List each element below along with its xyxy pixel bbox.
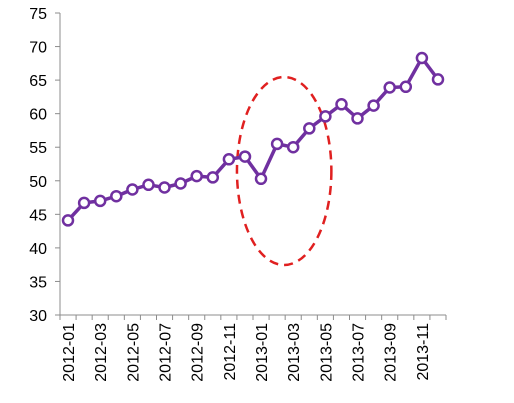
data-point-2013-03 [286,140,300,154]
x-tick-label: 2013-05 [318,323,335,382]
x-tick-label: 2012-01 [61,323,78,382]
y-tick-label: 65 [29,73,47,90]
data-point-2013-06 [335,98,348,111]
data-point-2013-08 [367,99,380,112]
data-point-2013-12 [431,73,445,86]
data-point-2013-07 [351,112,364,125]
y-tick-label: 60 [29,107,47,124]
data-point-2012-10 [206,171,220,184]
x-tick-label: 2012-05 [125,323,142,382]
dashed-ellipse-annotation [235,75,333,267]
data-point-2012-03 [93,194,107,208]
data-point-2012-11 [222,153,236,166]
y-tick-label: 75 [29,6,47,23]
data-point-2012-04 [110,189,123,203]
data-point-2012-05 [126,183,139,196]
x-tick-label: 2013-01 [254,323,271,382]
y-tick-label: 35 [29,274,47,291]
data-point-2012-07 [158,181,171,194]
data-point-2013-02 [270,137,284,151]
x-tick-label: 2012-11 [222,323,239,381]
y-axis-ticks: 30 35 40 45 50 55 60 65 70 75 [29,6,60,325]
x-tick-label: 2013-03 [286,323,303,382]
data-point-2013-05 [319,110,332,123]
data-point-2013-11 [415,51,429,65]
data-point-2012-06 [142,178,155,192]
y-tick-label: 30 [29,308,47,325]
x-tick-label: 2012-03 [93,323,110,382]
data-point-2012-02 [77,196,91,210]
axes [59,13,446,316]
x-tick-label: 2013-07 [351,323,368,382]
highlight-annotation [235,75,333,267]
series-line [66,56,440,223]
x-tick-label: 2012-07 [158,323,175,382]
data-point-2012-12 [238,150,252,163]
x-tick-label: 2013-11 [415,323,432,381]
x-tick-label: 2013-09 [383,323,400,382]
data-point-2013-04 [303,122,316,135]
data-point-2013-09 [383,81,396,94]
data-point-2012-09 [190,169,203,183]
data-point-2013-10 [399,80,413,94]
y-tick-label: 70 [29,40,47,57]
y-tick-label: 40 [29,241,47,258]
x-axis-ticks: 2012-01 2012-03 2012-05 2012-07 2012-09 2012-… [59,315,447,382]
y-tick-label: 55 [29,140,47,157]
y-tick-label: 45 [29,207,47,224]
y-tick-label: 50 [29,174,47,191]
data-point-2013-01 [254,172,268,186]
x-tick-label: 2012-09 [190,323,207,382]
data-point-2012-01 [61,214,75,227]
series-layer [61,51,445,227]
data-point-2012-08 [174,177,187,190]
